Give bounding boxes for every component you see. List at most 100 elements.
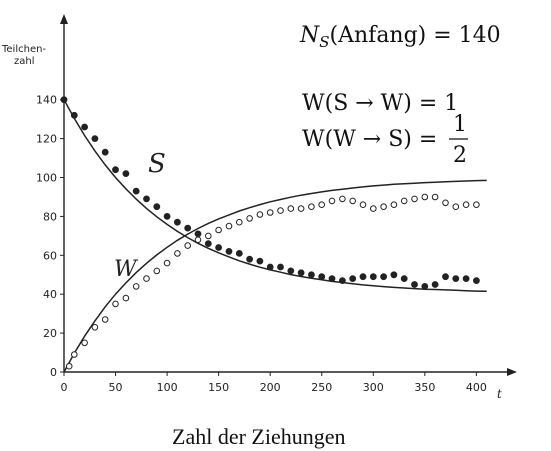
svg-text:NS(Anfang) = 140: NS(Anfang) = 140 (299, 23, 501, 51)
data-point-s (411, 281, 418, 288)
y-axis-label-line1: Teilchen- (1, 44, 46, 55)
data-point-s (132, 187, 140, 195)
data-point-w (236, 218, 243, 226)
data-point-s (431, 281, 439, 288)
data-point-w (308, 203, 315, 210)
y-axis-arrow (60, 14, 68, 24)
x-tick-label: 200 (260, 381, 281, 394)
x-tick-label: 0 (61, 381, 68, 394)
data-point-w (215, 226, 222, 234)
data-point-s (369, 273, 377, 281)
data-point-w (287, 205, 295, 212)
data-point-s (473, 277, 480, 285)
y-tick-label: 100 (36, 172, 57, 185)
fit-curves (63, 99, 487, 373)
data-point-s (297, 269, 305, 277)
data-point-w (246, 215, 253, 222)
data-point-s (339, 277, 346, 285)
data-point-w (339, 195, 346, 203)
data-point-w (370, 205, 377, 212)
data-point-w (81, 339, 88, 347)
data-point-s (442, 273, 449, 281)
data-point-s (246, 255, 254, 263)
y-tick-label: 0 (50, 366, 57, 379)
data-point-w (390, 201, 398, 208)
y-tick-label: 80 (43, 210, 57, 223)
data-point-w (297, 205, 305, 212)
data-point-w (328, 197, 336, 205)
data-point-w (112, 300, 119, 308)
data-point-s (308, 271, 315, 279)
data-point-s (194, 230, 202, 238)
data-point-w (462, 201, 470, 208)
fit-curve-s (63, 99, 487, 293)
data-point-s (70, 111, 78, 119)
data-point-w (277, 207, 284, 214)
x-tick-label: 350 (414, 381, 435, 394)
axes (60, 14, 517, 376)
x-tick-label: 50 (109, 381, 123, 394)
data-point-s (266, 263, 274, 271)
data-point-w (91, 324, 99, 331)
data-point-w (174, 250, 181, 257)
data-point-w (442, 199, 449, 207)
data-point-w (143, 275, 150, 282)
data-point-w (421, 193, 429, 201)
annotation-w2-denominator: 2 (453, 143, 467, 168)
data-point-w (400, 197, 408, 205)
data-point-w (380, 203, 387, 210)
data-point-w (359, 201, 367, 208)
data-point-s (143, 195, 150, 203)
annotation-w-s-to-w: W(S → W) = 1 (302, 91, 458, 116)
y-tick-label: 60 (43, 249, 57, 262)
data-point-s (359, 273, 367, 281)
data-point-w (153, 267, 161, 275)
data-point-s (256, 257, 264, 265)
data-point-s (380, 273, 388, 281)
data-point-s (318, 273, 326, 281)
data-point-s (184, 224, 192, 232)
data-point-s (235, 250, 243, 257)
axis-ticks: 0 50 100 150 200 250 300 350 400 0 20 40 60 80 100 120 1… (36, 94, 487, 394)
x-tick-label: 250 (311, 381, 332, 394)
x-axis-arrow (507, 368, 517, 376)
data-point-s (277, 263, 284, 271)
annotation-initial: NS(Anfang) = 140 (299, 23, 501, 51)
data-point-w (122, 294, 130, 302)
data-point-w (101, 316, 109, 323)
annotation-n-rest: (Anfang) = 140 (330, 23, 501, 48)
data-point-w (318, 201, 326, 208)
data-point-s (101, 148, 109, 156)
data-point-s (390, 271, 398, 279)
data-point-w (163, 259, 171, 267)
data-point-s (204, 240, 212, 248)
x-axis-symbol: t (497, 387, 502, 401)
data-point-w (473, 201, 480, 208)
x-tick-label: 150 (208, 381, 229, 394)
data-point-w (256, 211, 264, 218)
x-tick-label: 400 (466, 381, 487, 394)
x-tick-label: 100 (157, 381, 178, 394)
x-tick-label: 300 (363, 381, 384, 394)
data-point-w (349, 197, 357, 205)
data-point-s (452, 275, 460, 283)
x-axis-label: Zahl der Ziehungen (172, 424, 346, 449)
data-point-w (431, 193, 439, 201)
data-point-s (163, 213, 171, 220)
y-tick-label: 140 (36, 94, 57, 107)
fit-curve-w (63, 179, 487, 373)
data-point-w (452, 203, 460, 210)
data-point-s (91, 135, 99, 143)
annotation-w2-left: W(W → S) = (302, 127, 437, 152)
annotation-n-sub: S (319, 33, 329, 51)
data-point-s (225, 248, 233, 255)
data-point-s (462, 275, 470, 283)
data-point-w (266, 209, 274, 216)
data-point-s (215, 244, 223, 251)
annotation-w-w-to-s: W(W → S) = 1 2 (302, 112, 468, 168)
data-point-s (400, 275, 408, 283)
data-point-w (71, 351, 78, 358)
data-point-s (60, 96, 68, 104)
y-tick-label: 20 (43, 327, 57, 340)
